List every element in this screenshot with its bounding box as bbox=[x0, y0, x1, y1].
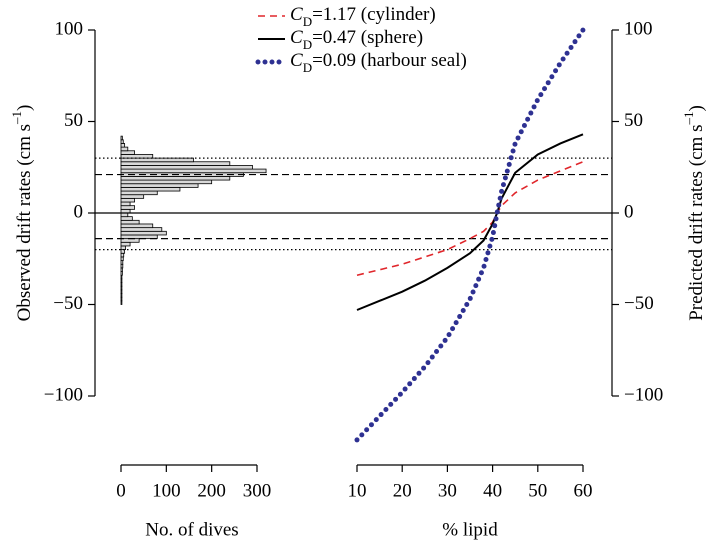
y2-tick-label: 100 bbox=[624, 18, 653, 39]
bar bbox=[120, 190, 158, 196]
bar bbox=[120, 300, 123, 305]
bar bbox=[120, 274, 123, 280]
x-tick-label: 20 bbox=[393, 480, 412, 501]
line-series bbox=[356, 161, 584, 276]
bar bbox=[120, 223, 154, 229]
bar bbox=[120, 230, 167, 236]
x-tick-label: 60 bbox=[574, 480, 593, 501]
bar bbox=[120, 267, 123, 272]
bar bbox=[120, 183, 199, 188]
bar bbox=[120, 241, 131, 247]
line-series bbox=[354, 27, 586, 443]
y2-axis-label: Predicted drift rates (cm s–1) bbox=[681, 105, 707, 321]
bar bbox=[120, 179, 213, 185]
bar bbox=[120, 227, 163, 232]
bar bbox=[120, 135, 123, 141]
x-tick-label: 30 bbox=[438, 480, 457, 501]
y2-tick-label: 0 bbox=[624, 201, 634, 222]
y2-tick-label: −50 bbox=[624, 293, 654, 314]
bar bbox=[120, 157, 194, 163]
x-axis-label: % lipid bbox=[442, 519, 498, 540]
x-tick-label: 10 bbox=[348, 480, 367, 501]
x-tick-label: 50 bbox=[528, 480, 547, 501]
bar bbox=[120, 271, 123, 276]
legend-label: CD=1.17 (cylinder) bbox=[290, 4, 436, 29]
bar bbox=[120, 154, 154, 159]
bar bbox=[120, 278, 123, 283]
bar bbox=[120, 186, 181, 192]
bar bbox=[120, 293, 123, 298]
bar bbox=[120, 252, 125, 258]
bar bbox=[120, 256, 124, 261]
bar bbox=[120, 219, 140, 225]
y-tick-label: 0 bbox=[74, 201, 84, 222]
y-tick-label: 100 bbox=[55, 18, 84, 39]
bar bbox=[120, 161, 231, 166]
x-axis-label: No. of dives bbox=[145, 519, 238, 540]
bar bbox=[120, 201, 131, 207]
x-tick-label: 300 bbox=[243, 480, 272, 501]
y-axis-label: Observed drift rates (cm s–1) bbox=[9, 105, 35, 322]
y-tick-label: −100 bbox=[44, 384, 83, 405]
bar bbox=[120, 150, 135, 155]
legend-label: CD=0.09 (harbour seal) bbox=[290, 50, 467, 75]
bar bbox=[120, 296, 123, 302]
bar bbox=[120, 143, 126, 148]
bar bbox=[120, 175, 231, 181]
y-tick-label: 50 bbox=[64, 110, 83, 131]
line-series bbox=[356, 133, 584, 311]
y2-tick-label: −100 bbox=[624, 384, 663, 405]
x-tick-label: 100 bbox=[152, 480, 181, 501]
y2-tick-label: 50 bbox=[624, 110, 643, 131]
bar bbox=[120, 285, 123, 291]
bar bbox=[120, 197, 135, 203]
y-tick-label: −50 bbox=[53, 293, 83, 314]
x-tick-label: 200 bbox=[197, 480, 226, 501]
legend-label: CD=0.47 (sphere) bbox=[290, 27, 423, 52]
bar bbox=[120, 282, 123, 287]
x-tick-label: 40 bbox=[483, 480, 502, 501]
bar bbox=[120, 263, 124, 269]
bar bbox=[120, 289, 123, 294]
bar bbox=[120, 260, 124, 265]
bar bbox=[120, 216, 133, 221]
bar bbox=[120, 146, 129, 152]
bar bbox=[120, 194, 145, 199]
bar bbox=[120, 205, 135, 210]
bar bbox=[120, 168, 267, 174]
x-tick-label: 0 bbox=[116, 480, 126, 501]
bar bbox=[120, 165, 253, 170]
bar bbox=[120, 139, 124, 144]
